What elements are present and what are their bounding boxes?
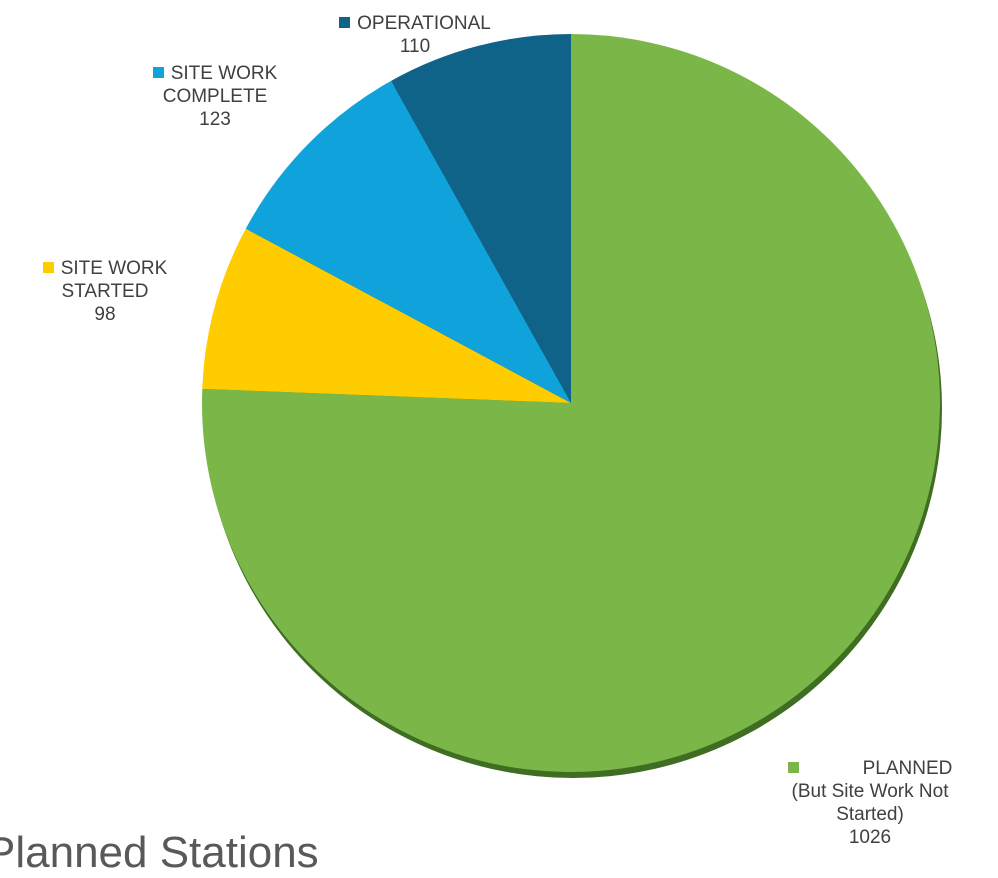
chart-title: Planned Stations (0, 828, 319, 877)
label-planned-line3: Started) (836, 804, 904, 825)
label-planned-name: PLANNED (862, 758, 953, 779)
label-site-work-started: SITE WORK STARTED 98 (5, 257, 205, 326)
label-site-work-started-value: 98 (94, 304, 116, 325)
label-site-work-started-name: SITE WORK (60, 258, 168, 279)
legend-swatch-site-work-started (42, 262, 54, 273)
label-site-work-complete: SITE WORK COMPLETE 123 (115, 62, 315, 131)
label-site-work-complete-line2: COMPLETE (162, 86, 268, 107)
label-site-work-complete-value: 123 (199, 109, 231, 130)
label-site-work-started-line2: STARTED (61, 281, 149, 302)
pie-slices (201, 34, 940, 773)
label-operational-value: 110 (399, 36, 431, 57)
pie-slice-planned (201, 34, 940, 773)
pie-slice-operational (391, 34, 571, 403)
label-planned: PLANNED (But Site Work Not Started) 1026 (742, 757, 998, 849)
label-operational: OPERATIONAL 110 (300, 12, 530, 58)
legend-swatch-site-work-complete (152, 67, 164, 78)
pie-slice-site-work-started (202, 228, 572, 403)
label-site-work-complete-name: SITE WORK (170, 63, 278, 84)
label-operational-name: OPERATIONAL (357, 13, 491, 34)
legend-swatch-operational (339, 17, 351, 28)
legend-swatch-planned (787, 762, 799, 773)
label-planned-value: 1026 (848, 827, 892, 848)
label-planned-line2: (But Site Work Not (791, 781, 949, 802)
pie-slice-site-work-complete (245, 80, 571, 404)
